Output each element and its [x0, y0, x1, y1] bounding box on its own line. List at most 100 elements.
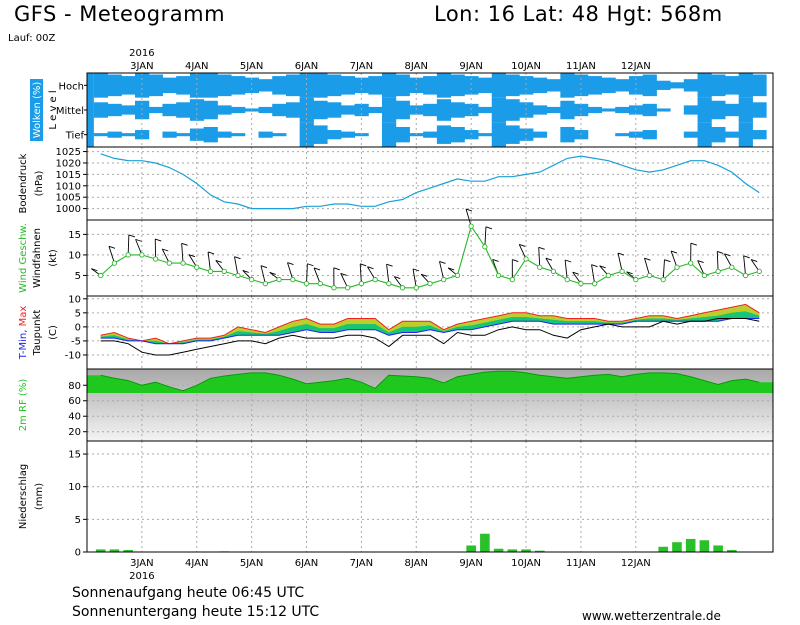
temperature-lower-fill: [100, 311, 760, 344]
cloud-cell: [436, 99, 452, 121]
wind-barb-flag: [269, 271, 276, 275]
pressure-unit-text: (hPa): [34, 170, 45, 196]
cloud-cell: [724, 131, 740, 138]
wind-point: [345, 285, 351, 291]
cloud-cell: [244, 77, 259, 94]
cloud-cell: [176, 76, 191, 95]
cloud-cell: [395, 74, 410, 97]
year-label-bottom: 2016: [129, 571, 154, 582]
precip-bar: [109, 549, 120, 552]
cloud-cell: [587, 106, 602, 114]
wind-barb-flag: [465, 208, 473, 212]
cloud-cell: [711, 74, 726, 97]
wind-barb: [287, 262, 294, 280]
precip-bar: [685, 538, 696, 552]
wind-barb: [127, 234, 130, 255]
wind-barb-flag: [128, 234, 135, 238]
wind-point: [290, 276, 296, 283]
wind-barb-flag: [724, 253, 731, 257]
cloud-cell: [752, 130, 767, 140]
cloud-cell: [560, 100, 575, 120]
cloud-cell: [340, 76, 356, 95]
date-label-top: 3JAN: [130, 61, 153, 72]
wind-point: [317, 281, 323, 287]
wind-point: [125, 252, 131, 258]
cloud-cell: [121, 105, 136, 115]
wind-barb-flag: [313, 267, 321, 271]
wind-barb: [260, 265, 266, 284]
wind-barb: [108, 246, 115, 264]
date-label-bottom: 8JAN: [405, 558, 428, 569]
cloud-cell: [217, 74, 232, 97]
wind-ylabel2-text: Windfahnen: [32, 228, 43, 288]
wind-barb-flag: [564, 259, 572, 263]
wind-point: [441, 276, 447, 283]
wind-barb-flag: [215, 260, 222, 263]
wind-barb: [644, 258, 650, 276]
year-label-top: 2016: [129, 48, 154, 59]
cloud-cell: [93, 73, 109, 98]
cloud-cell: [711, 100, 726, 120]
cloud-cell: [464, 76, 479, 95]
cloud-cell: [162, 131, 177, 138]
temperature-unit-text: (C): [48, 325, 59, 340]
cloud-cell: [395, 126, 410, 143]
pressure-unit: (hPa): [34, 170, 45, 196]
cloud-cell: [505, 74, 520, 97]
cloud-cell: [299, 73, 314, 98]
wind-point: [152, 256, 159, 262]
wind-point: [701, 272, 708, 279]
cloud-cell: [313, 100, 328, 120]
cloud-cell: [231, 133, 246, 137]
dewpoint-line: [100, 318, 760, 356]
rh-area: [87, 371, 773, 393]
cloud-cell: [546, 79, 561, 92]
wind-point: [646, 272, 653, 279]
cloud-level-axis-label: L e v e l: [48, 90, 59, 129]
wind-point: [495, 272, 502, 279]
wind-point: [454, 272, 461, 279]
pressure-tick-label: 1025: [56, 147, 81, 158]
wind-point: [111, 260, 118, 266]
cloud-cell: [450, 126, 465, 143]
date-label-bottom: 5JAN: [240, 558, 263, 569]
date-label-bottom: 4JAN: [185, 558, 208, 569]
cloud-level-label: Hoch: [59, 81, 84, 92]
temperature-tick-label: -10: [65, 350, 81, 361]
cloud-cell: [601, 108, 616, 112]
cloud-cell: [656, 80, 671, 90]
pressure-ylabel: Bodendruck: [18, 153, 29, 213]
wind-barb-flag: [670, 250, 678, 254]
cloud-cell: [478, 133, 493, 137]
cloud-cell: [450, 74, 465, 97]
cloud-cell: [738, 73, 753, 98]
temperature-ylabel-text: T-Min, Max: [18, 306, 29, 361]
pressure-tick-label: 1015: [56, 170, 81, 181]
wind-point: [742, 272, 749, 279]
cloud-cell: [272, 103, 287, 117]
cloud-cell: [340, 131, 356, 138]
wind-point: [468, 223, 474, 229]
cloud-ylabel-bg: [30, 79, 43, 141]
precip-tick-label: 15: [68, 450, 81, 461]
cloud-level-label: Mittel: [56, 106, 84, 117]
wind-barb-flag: [743, 255, 750, 259]
wind-point: [756, 268, 762, 275]
precip-bar: [534, 550, 545, 552]
cloud-cell: [162, 77, 177, 94]
wind-point: [591, 281, 598, 287]
wind-point: [605, 272, 612, 279]
cloud-cell: [107, 131, 122, 138]
cloud-cell: [272, 133, 287, 137]
wind-barb-flag: [367, 266, 374, 270]
wind-barb-flag: [91, 268, 98, 272]
location-info: Lon: 16 Lat: 48 Hgt: 568m: [434, 2, 723, 26]
cloud-cell: [697, 122, 712, 147]
wind-ylabel: Wind Geschw.: [18, 223, 29, 293]
cloud-cell: [381, 97, 397, 123]
source-link[interactable]: www.wetterzentrale.de: [582, 609, 721, 623]
wind-barb-flag: [717, 251, 724, 254]
wind-barb-flag: [333, 267, 340, 271]
cloud-level-axis-label-text: L e v e l: [48, 90, 59, 129]
wind-point: [564, 276, 570, 283]
